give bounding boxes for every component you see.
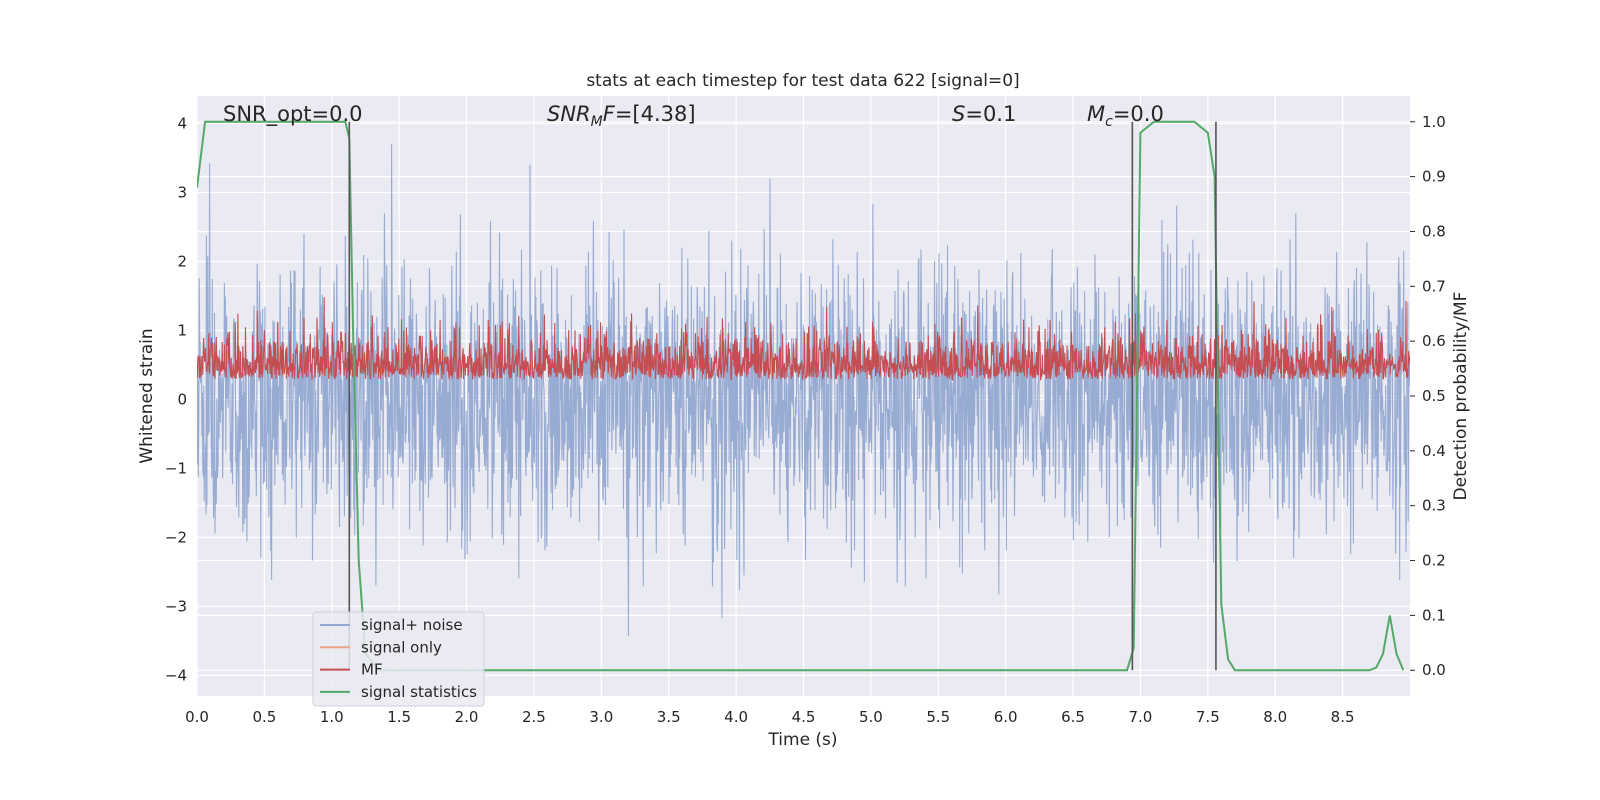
x-tick-label: 6.0 [994, 708, 1018, 726]
x-tick-label: 3.0 [589, 708, 613, 726]
y2-tick-label: 0.9 [1422, 168, 1446, 186]
x-tick-label: 5.0 [859, 708, 883, 726]
x-tick-label: 0.0 [185, 708, 209, 726]
y2-axis-ticks: 1.0 0.9 0.8 0.7 0.6 0.5 0.4 0.3 0.2 0.1 0.0 [1410, 113, 1446, 679]
x-tick-label: 6.5 [1061, 708, 1085, 726]
x-tick-label: 7.0 [1129, 708, 1153, 726]
annotation-s: S=0.1 [952, 102, 1016, 126]
y2-tick-label: 0.0 [1422, 661, 1446, 679]
legend-box [312, 611, 485, 707]
legend-entry-label: signal statistics [361, 683, 477, 701]
chart-title: stats at each timestep for test data 622… [586, 71, 1019, 91]
series-signal-noise-line [197, 144, 1410, 636]
x-tick-label: 4.5 [792, 708, 816, 726]
annotation-snr-opt: SNR_opt=0.0 [223, 102, 363, 127]
y2-tick-label: 0.6 [1422, 332, 1446, 350]
y-tick-label: 1 [177, 321, 187, 339]
x-tick-label: 7.5 [1196, 708, 1220, 726]
y-tick-label: 2 [177, 253, 187, 271]
y2-tick-label: 0.1 [1422, 606, 1446, 624]
y2-tick-label: 1.0 [1422, 113, 1446, 131]
y-tick-label: −4 [165, 666, 187, 684]
series-signal-statistics-line [197, 120, 1405, 672]
legend-entry-label: MF [361, 661, 383, 679]
x-tick-label: 1.5 [387, 708, 411, 726]
y-tick-label: −1 [165, 459, 187, 477]
x-tick-label: 1.0 [320, 708, 344, 726]
y-tick-label: 4 [177, 115, 187, 133]
x-tick-label: 3.5 [657, 708, 681, 726]
y-axis-ticks: 4 3 2 1 0 −1 −2 −3 −4 [165, 115, 187, 685]
x-tick-label: 2.5 [522, 708, 546, 726]
y-axis-label: Whitened strain [137, 328, 157, 463]
y2-tick-label: 0.8 [1422, 222, 1446, 240]
x-tick-label: 8.0 [1263, 708, 1287, 726]
legend-entry-label: signal+ noise [361, 616, 463, 634]
y-tick-label: −2 [165, 528, 187, 546]
annotation-mc: Mc=0.0 [1087, 102, 1164, 130]
x-axis-label: Time (s) [767, 730, 837, 750]
y2-tick-label: 0.3 [1422, 497, 1446, 515]
y2-axis-label: Detection probability/MF [1451, 292, 1471, 501]
x-tick-label: 0.5 [252, 708, 276, 726]
x-axis-ticks: 0.0 0.5 1.0 1.5 2.0 2.5 3.0 3.5 4.0 4.5 5.0 5.5 6.0 6… [185, 708, 1354, 726]
y2-tick-label: 0.2 [1422, 552, 1446, 570]
y-tick-label: −3 [165, 597, 187, 615]
x-tick-label: 5.5 [926, 708, 950, 726]
legend: signal+ noise signal only MF signal statist… [312, 611, 485, 707]
x-tick-label: 2.0 [455, 708, 479, 726]
series-mf-line [197, 297, 1410, 382]
y2-tick-label: 0.7 [1422, 277, 1446, 295]
x-tick-label: 4.0 [724, 708, 748, 726]
legend-entry-label: signal only [361, 638, 442, 656]
series-layer [197, 120, 1410, 672]
annotation-snr-mf: SNRMF=[4.38] [547, 102, 696, 130]
y-tick-label: 3 [177, 184, 187, 202]
y2-tick-label: 0.4 [1422, 442, 1446, 460]
y2-tick-label: 0.5 [1422, 387, 1446, 405]
x-tick-label: 8.5 [1331, 708, 1355, 726]
y-tick-label: 0 [177, 390, 187, 408]
